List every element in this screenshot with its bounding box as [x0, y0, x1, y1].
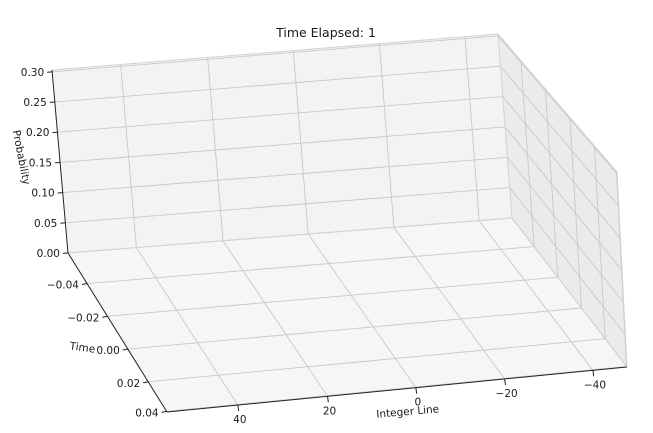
x-tick-mark	[592, 370, 595, 377]
z-tick-label: 0.00	[37, 248, 60, 260]
wall-gridline-z	[62, 156, 508, 194]
floor-gridline-x	[307, 233, 417, 388]
side-gridline-z	[500, 65, 620, 207]
floor-gridline-x	[135, 247, 239, 406]
tick-labels: 0.00 0.05 0.10 0.15 0.20 0.25 0.30 −0.04 −0.02 0.…	[21, 67, 606, 426]
y-tick-label: −0.02	[67, 312, 99, 324]
y-axis-line	[67, 252, 168, 413]
floor-gridline-y	[148, 338, 606, 383]
wall-gridline-z	[52, 35, 499, 73]
x-tick-mark	[327, 396, 329, 403]
z-tick-label: 0.25	[23, 97, 46, 109]
pane-edge	[51, 33, 499, 71]
z-tick-label: 0.10	[31, 188, 54, 200]
wall-gridline-z	[65, 187, 510, 224]
side-gridline-z	[504, 126, 623, 271]
floor-gridline-y	[86, 246, 535, 284]
floor-gridline-x	[222, 240, 328, 397]
pane-edge	[616, 171, 628, 368]
axis-lines	[47, 69, 628, 413]
floor-gridline-x	[393, 227, 506, 380]
y-tick-mark	[81, 283, 88, 286]
pane-edge	[67, 217, 513, 254]
pane-edge	[497, 33, 618, 173]
y-tick-label: −0.04	[47, 280, 79, 292]
y-tick-mark	[122, 348, 128, 351]
back-pane	[52, 34, 512, 253]
x-tick-label: 0	[415, 397, 422, 409]
side-gridline-z	[511, 217, 628, 368]
side-gridline-z	[502, 96, 621, 239]
x-tick-label: 40	[233, 414, 246, 426]
floor-gridline-x	[478, 220, 594, 371]
pane-edge	[497, 33, 513, 219]
x-axis-line	[166, 366, 628, 413]
x-tick-mark	[237, 405, 240, 412]
chart-title: Time Elapsed: 1	[275, 25, 376, 40]
side-pane	[498, 34, 627, 367]
side-gridline-z	[507, 156, 625, 303]
y-tick-mark	[102, 315, 108, 318]
y-tick-label: 0.02	[117, 378, 140, 390]
floor-gridline-y	[166, 365, 627, 412]
floor-gridline-y	[107, 276, 558, 317]
side-gridline-z	[497, 35, 618, 175]
x-tick-label: −40	[584, 379, 606, 391]
side-gridline-z	[509, 187, 626, 336]
z-tick-label: 0.20	[26, 127, 49, 139]
wall-gridline-z	[60, 126, 506, 163]
x-axis-label: Integer Line	[376, 403, 440, 420]
z-tick-label: 0.30	[21, 67, 44, 79]
y-tick-label: 0.04	[135, 407, 159, 419]
pane-edges	[51, 33, 628, 368]
z-tick-label: 0.05	[34, 218, 57, 230]
x-tick-mark	[415, 387, 418, 394]
z-tick-label: 0.15	[29, 157, 52, 169]
x-tick-mark	[504, 378, 506, 386]
wall-gridline-z	[57, 96, 503, 133]
y-axis-label: Time	[68, 340, 96, 356]
x-tick-label: 20	[323, 405, 336, 417]
y-tick-label: 0.00	[96, 345, 119, 357]
y-tick-mark	[143, 381, 149, 384]
wall-gridline-z	[54, 65, 501, 103]
floor-gridline-y	[127, 307, 582, 350]
floor-pane	[68, 218, 627, 412]
x-tick-label: −20	[496, 388, 518, 400]
y-tick-mark	[161, 410, 167, 413]
